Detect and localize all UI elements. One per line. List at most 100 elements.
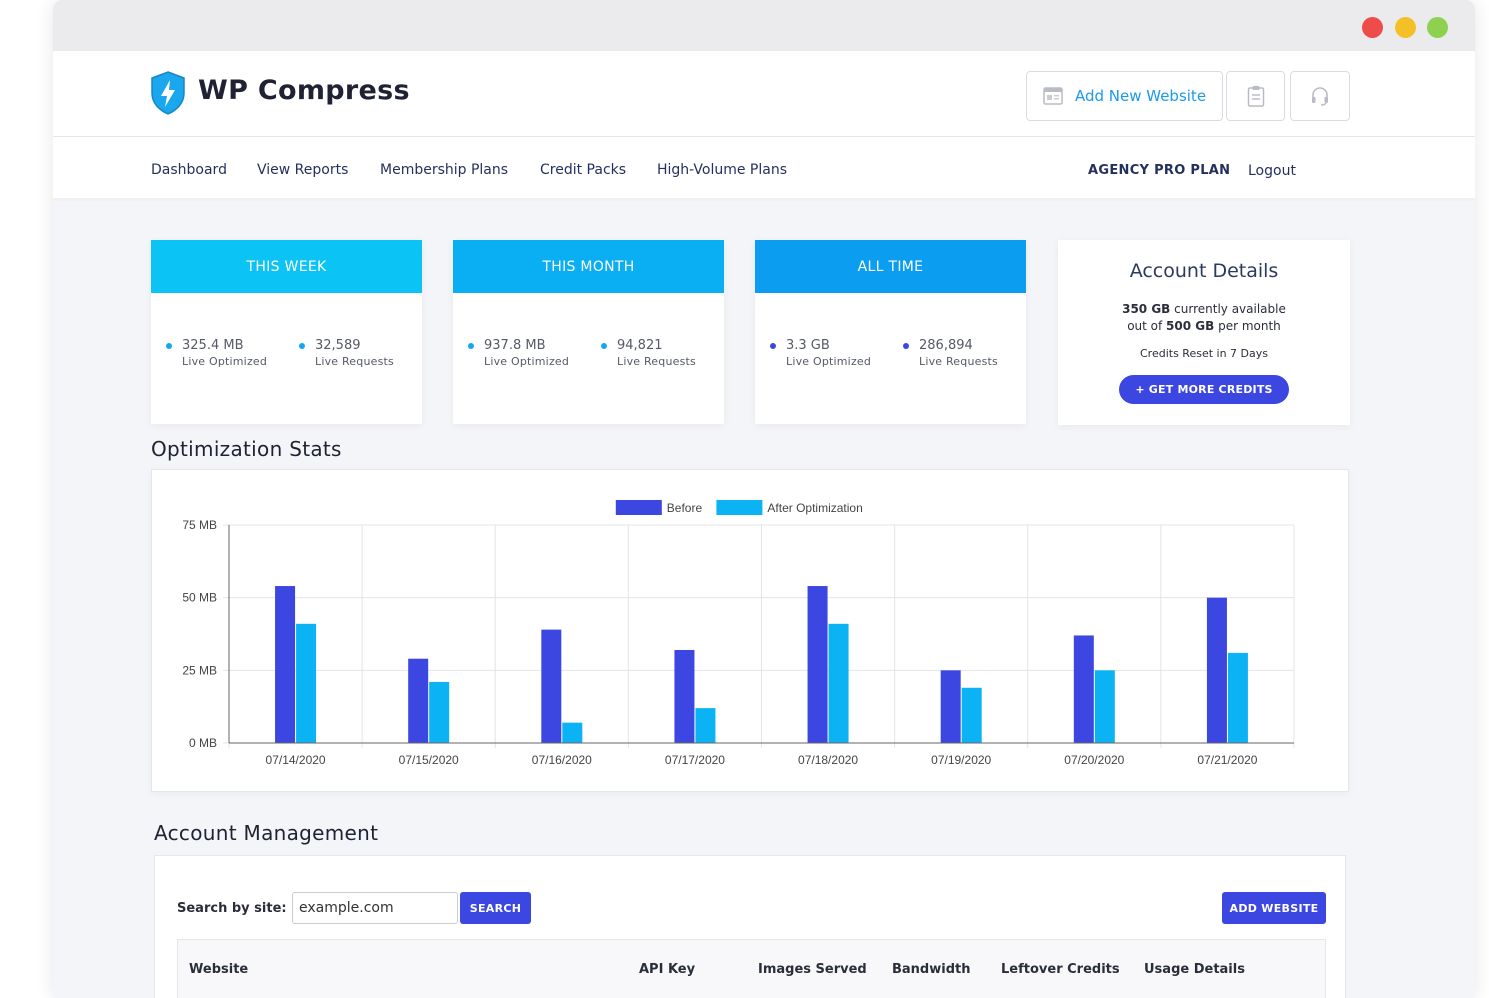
stat-card-this-week: THIS WEEK 325.4 MB Live Optimized 32,589… <box>151 240 422 424</box>
nav-credit-packs[interactable]: Credit Packs <box>540 162 627 178</box>
main-nav: Dashboard View Reports Membership Plans … <box>53 137 1475 198</box>
shield-bolt-icon <box>151 71 185 115</box>
add-new-website-label: Add New Website <box>1074 87 1207 105</box>
minimize-window-button[interactable] <box>1395 17 1416 38</box>
nav-membership-plans[interactable]: Membership Plans <box>380 162 509 178</box>
add-website-button[interactable]: ADD WEBSITE <box>1222 892 1326 924</box>
bar-before <box>1073 635 1094 743</box>
chart-axes: 0 MB 25 MB 50 MB 75 MB 07/14/2020 07/15/2020 0… <box>182 518 1294 767</box>
optimization-chart-card: 0 MB 25 MB 50 MB 75 MB 07/14/2020 07/15/2020 0… <box>151 469 1349 792</box>
optimization-stats-title: Optimization Stats <box>151 437 342 461</box>
search-button[interactable]: SEARCH <box>460 892 531 924</box>
optimization-bar-chart: 0 MB 25 MB 50 MB 75 MB 07/14/2020 07/15/2020 0… <box>182 500 1295 767</box>
clipboard-icon <box>1247 86 1264 107</box>
close-window-button[interactable] <box>1362 17 1383 38</box>
optimized-label: Live Optimized <box>182 355 268 368</box>
current-plan-label[interactable]: AGENCY PRO PLAN <box>1088 163 1231 178</box>
chart-legend: Before After Optimization <box>615 500 863 515</box>
credits-reset-text: Credits Reset in 7 Days <box>1139 347 1268 360</box>
requests-value: 32,589 <box>315 338 361 353</box>
bullet-icon <box>166 343 172 349</box>
nav-dashboard[interactable]: Dashboard <box>151 162 227 178</box>
legend-swatch <box>615 500 662 515</box>
x-tick-label: 07/16/2020 <box>532 753 592 767</box>
bar-after <box>828 623 849 743</box>
get-more-credits-button[interactable]: + GET MORE CREDITS <box>1119 375 1289 404</box>
bar-before <box>1206 597 1227 743</box>
search-label: Search by site: <box>177 901 287 916</box>
add-new-website-button[interactable]: Add New Website <box>1026 71 1223 121</box>
bar-after <box>429 681 450 743</box>
x-tick-label: 07/19/2020 <box>931 753 991 767</box>
column-header-leftover-credits[interactable]: Leftover Credits <box>1001 962 1120 977</box>
legend-label: Before <box>667 501 703 515</box>
limit-prefix: out of <box>1127 319 1167 333</box>
maximize-window-button[interactable] <box>1427 17 1448 38</box>
available-text: currently available <box>1170 302 1286 316</box>
y-tick-label: 75 MB <box>182 518 217 532</box>
requests-value: 286,894 <box>919 338 973 353</box>
bar-before <box>408 658 429 743</box>
bar-before <box>940 670 961 743</box>
legend-swatch <box>716 500 763 515</box>
y-tick-label: 0 MB <box>189 736 217 750</box>
app-window: WP Compress Add New Website <box>53 0 1475 998</box>
bar-before <box>807 586 828 743</box>
stat-card-this-month: THIS MONTH 937.8 MB Live Optimized 94,82… <box>453 240 724 424</box>
browser-window-icon <box>1043 87 1063 105</box>
account-management-card: Search by site: SEARCH ADD WEBSITE Websi… <box>154 855 1346 998</box>
legend-label: After Optimization <box>767 501 862 515</box>
nav-high-volume-plans[interactable]: High-Volume Plans <box>657 162 788 178</box>
y-tick-label: 50 MB <box>182 591 217 605</box>
bar-before <box>275 586 296 743</box>
optimized-metric: 325.4 MB Live Optimized <box>166 338 268 368</box>
bar-after <box>1094 670 1115 743</box>
bar-before <box>674 649 695 743</box>
requests-label: Live Requests <box>617 355 696 368</box>
x-tick-label: 07/14/2020 <box>266 753 326 767</box>
x-tick-label: 07/18/2020 <box>798 753 858 767</box>
bar-after <box>1227 652 1248 743</box>
account-management-title: Account Management <box>154 821 379 845</box>
headset-icon <box>1312 87 1328 106</box>
websites-table-header: Website API Key Images Served Bandwidth … <box>177 939 1326 998</box>
stat-card-header: THIS WEEK <box>151 240 422 293</box>
bar-before <box>541 629 562 743</box>
site-search-input[interactable] <box>292 892 458 924</box>
requests-metric: 286,894 Live Requests <box>903 338 998 368</box>
column-header-usage-details[interactable]: Usage Details <box>1144 962 1245 977</box>
limit-amount: 500 GB <box>1166 319 1215 333</box>
x-tick-label: 07/15/2020 <box>399 753 459 767</box>
column-header-bandwidth[interactable]: Bandwidth <box>892 962 971 977</box>
reports-clipboard-button[interactable] <box>1226 71 1285 121</box>
optimized-label: Live Optimized <box>484 355 570 368</box>
x-tick-label: 07/17/2020 <box>665 753 725 767</box>
bullet-icon <box>903 343 909 349</box>
chart-bars <box>275 586 1248 743</box>
x-tick-label: 07/21/2020 <box>1197 753 1257 767</box>
column-header-api-key[interactable]: API Key <box>639 962 696 977</box>
requests-label: Live Requests <box>919 355 998 368</box>
bullet-icon <box>601 343 607 349</box>
stat-card-all-time: ALL TIME 3.3 GB Live Optimized 286,894 L… <box>755 240 1026 424</box>
support-button[interactable] <box>1290 71 1350 121</box>
nav-view-reports[interactable]: View Reports <box>257 162 349 178</box>
bar-after <box>296 623 317 743</box>
account-details-card: Account Details 350 GB currently availab… <box>1058 240 1350 425</box>
logout-link[interactable]: Logout <box>1248 163 1296 179</box>
optimized-label: Live Optimized <box>786 355 872 368</box>
y-tick-label: 25 MB <box>182 663 217 677</box>
limit-suffix: per month <box>1214 319 1281 333</box>
column-header-website[interactable]: Website <box>189 962 249 977</box>
bullet-icon <box>468 343 474 349</box>
monthly-limit-line: out of 500 GB per month <box>1058 319 1350 333</box>
x-tick-label: 07/20/2020 <box>1064 753 1124 767</box>
brand-name[interactable]: WP Compress <box>198 75 410 106</box>
requests-metric: 32,589 Live Requests <box>299 338 394 368</box>
bar-after <box>961 687 982 743</box>
bullet-icon <box>299 343 305 349</box>
top-header: WP Compress Add New Website <box>53 51 1475 137</box>
window-titlebar <box>53 0 1475 51</box>
available-amount: 350 GB <box>1122 302 1171 316</box>
column-header-images-served[interactable]: Images Served <box>758 962 867 977</box>
